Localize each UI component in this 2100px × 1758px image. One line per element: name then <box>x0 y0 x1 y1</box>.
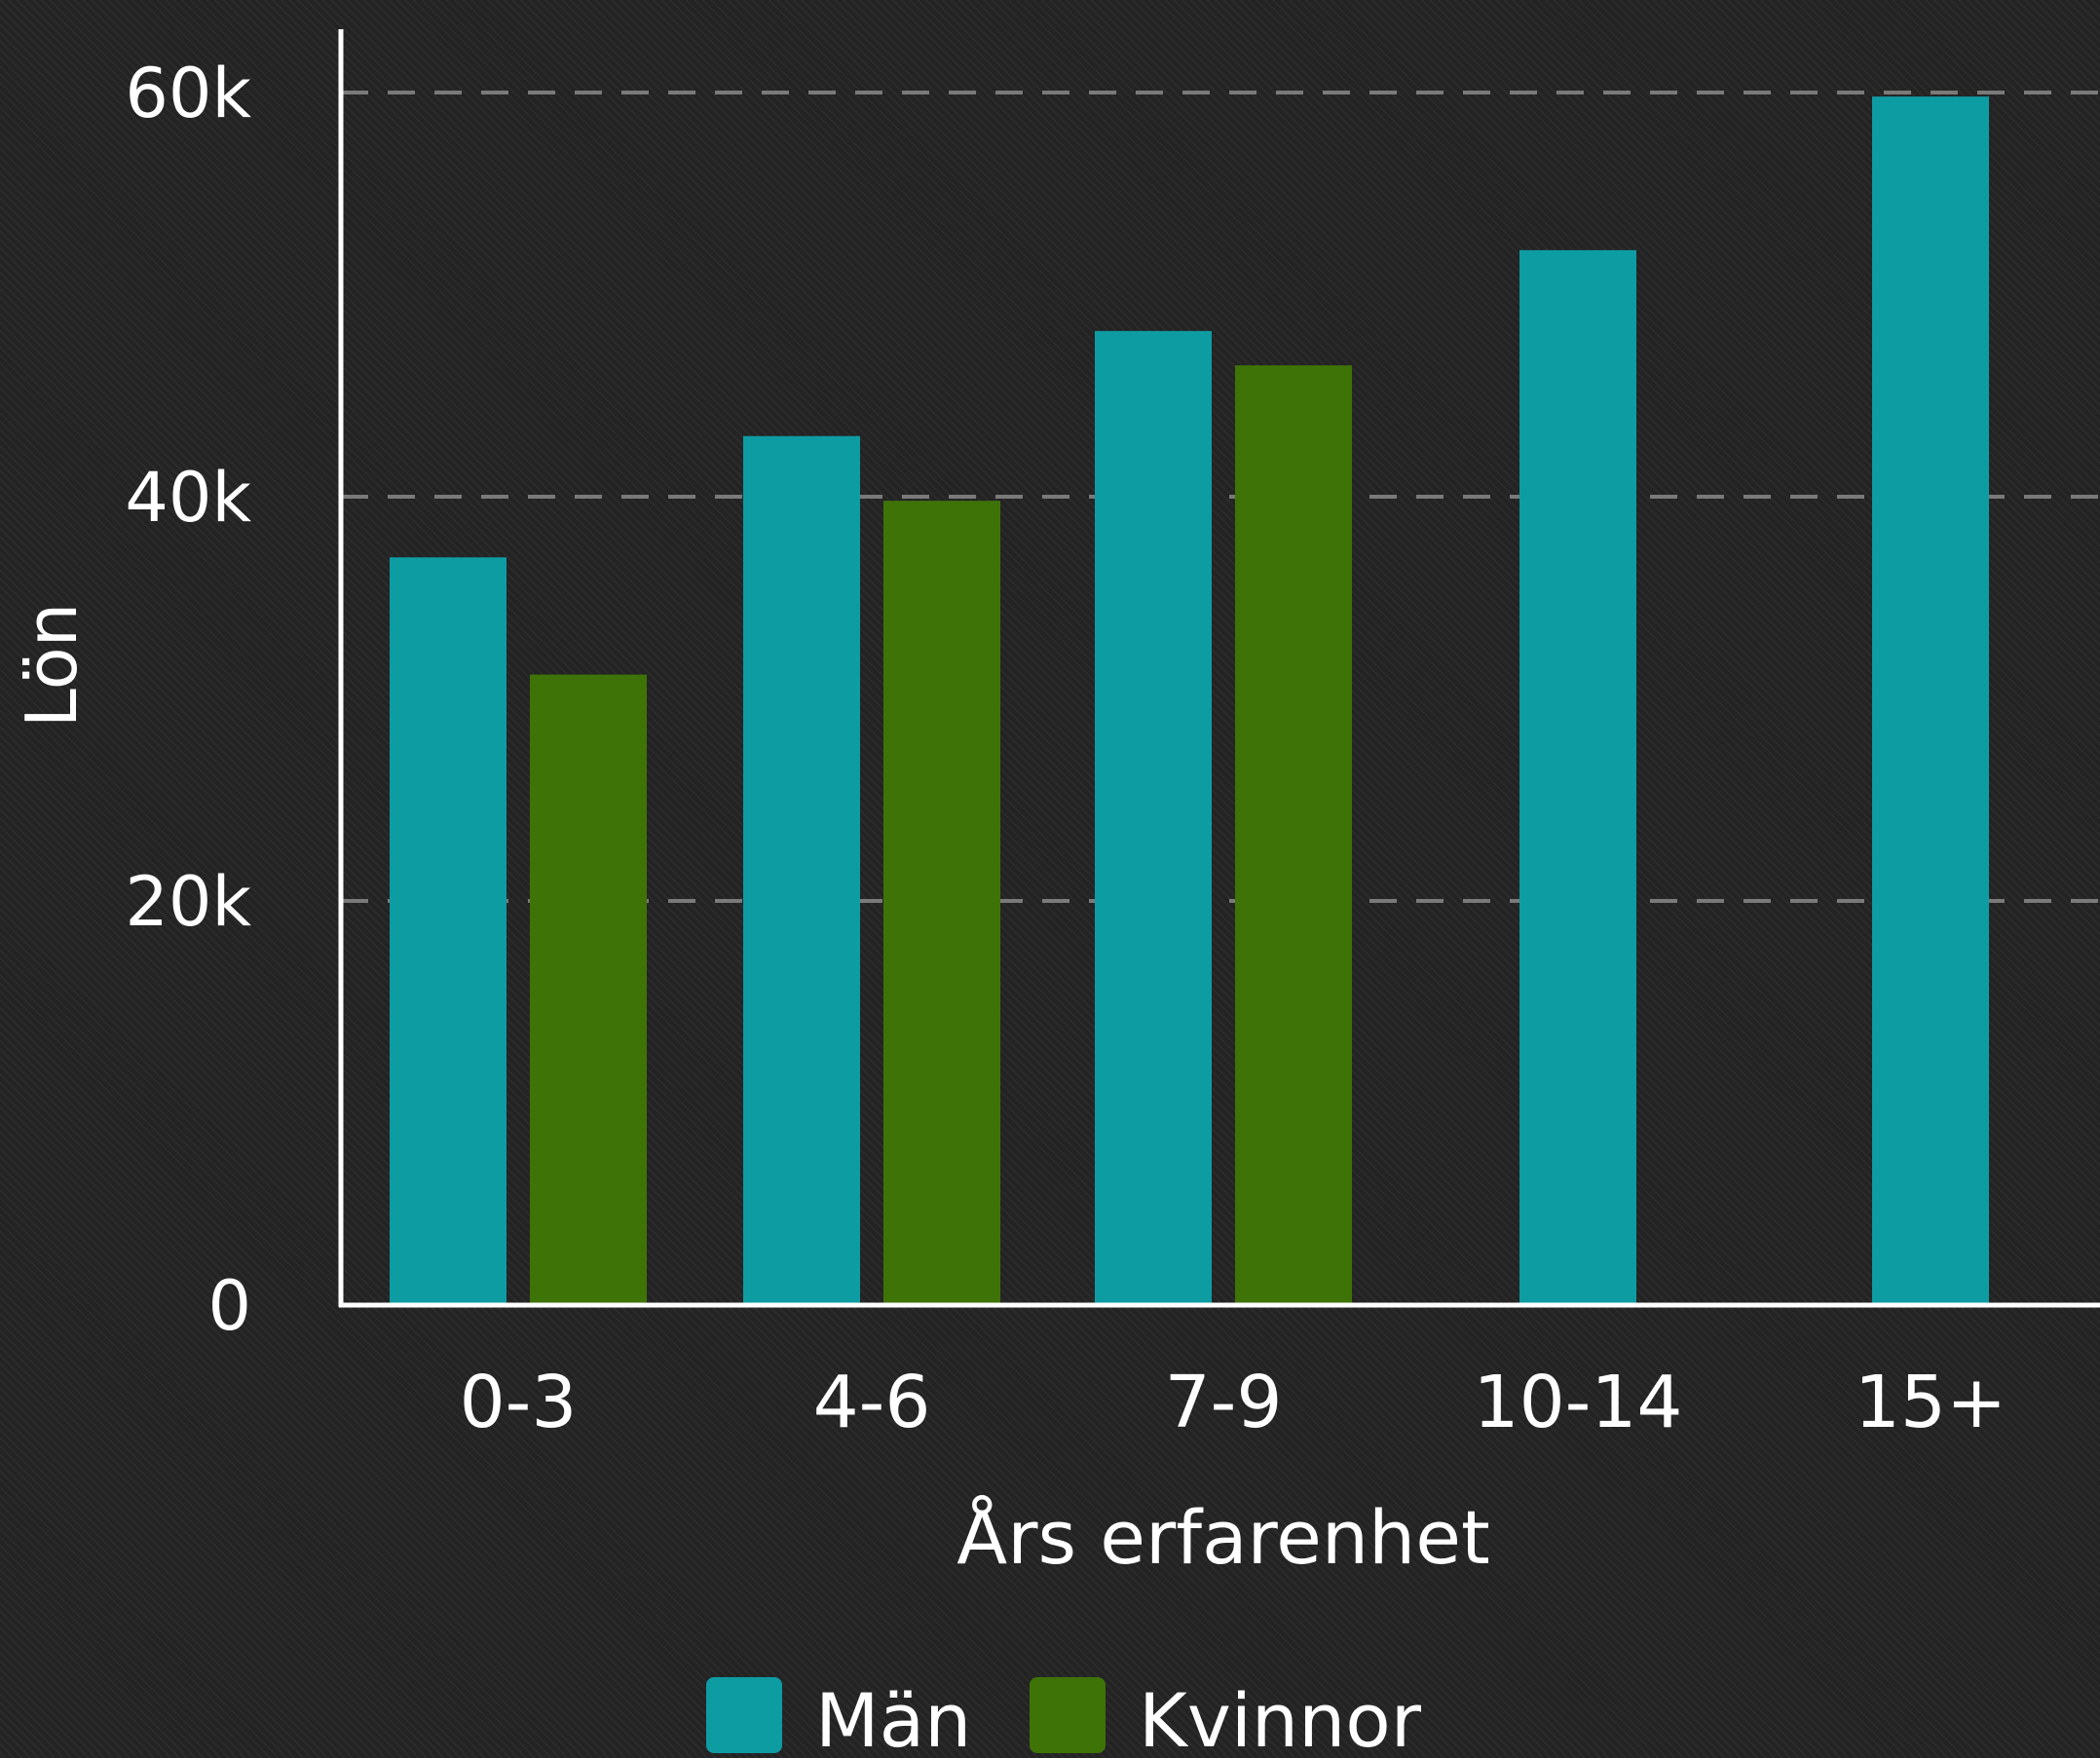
legend-label-Kvinnor: Kvinnor <box>1139 1677 1422 1753</box>
axes <box>338 29 2100 1308</box>
bar-15+-Män <box>1872 96 1989 1305</box>
x-tick-labels: 0-3 4-6 7-9 10-14 15+ <box>460 1361 2007 1444</box>
bars <box>390 96 1989 1306</box>
x-axis-label: Års erfarenhet <box>956 1494 1490 1581</box>
x-tick-label-3: 10-14 <box>1473 1361 1682 1444</box>
y-axis-label: Lön <box>11 603 93 729</box>
x-tick-label-0: 0-3 <box>460 1361 578 1444</box>
legend-label-Män: Män <box>815 1677 971 1753</box>
legend-item-Kvinnor: Kvinnor <box>1030 1677 1422 1758</box>
x-tick-label-2: 7-9 <box>1165 1361 1283 1444</box>
bar-0-3-Kvinnor <box>530 674 647 1305</box>
y-tick-label-0: 0 <box>207 1266 251 1346</box>
legend: Män Kvinnor <box>706 1677 1422 1758</box>
bar-7-9-Män <box>1095 330 1212 1306</box>
legend-item-Män: Män <box>706 1677 971 1758</box>
y-tick-labels: 0 20k 40k 60k <box>125 54 251 1346</box>
y-tick-label-1: 20k <box>125 862 251 942</box>
x-tick-label-1: 4-6 <box>813 1361 931 1444</box>
bar-4-6-Män <box>743 435 860 1305</box>
y-tick-label-2: 40k <box>125 458 251 538</box>
bar-0-3-Män <box>390 557 506 1305</box>
x-tick-label-4: 15+ <box>1855 1361 2006 1444</box>
legend-swatch-Kvinnor <box>1030 1677 1106 1753</box>
bar-7-9-Kvinnor <box>1235 365 1352 1305</box>
bar-10-14-Män <box>1519 249 1636 1306</box>
bar-4-6-Kvinnor <box>883 501 1000 1305</box>
y-tick-label-3: 60k <box>125 54 251 133</box>
legend-swatch-Män <box>706 1677 782 1753</box>
